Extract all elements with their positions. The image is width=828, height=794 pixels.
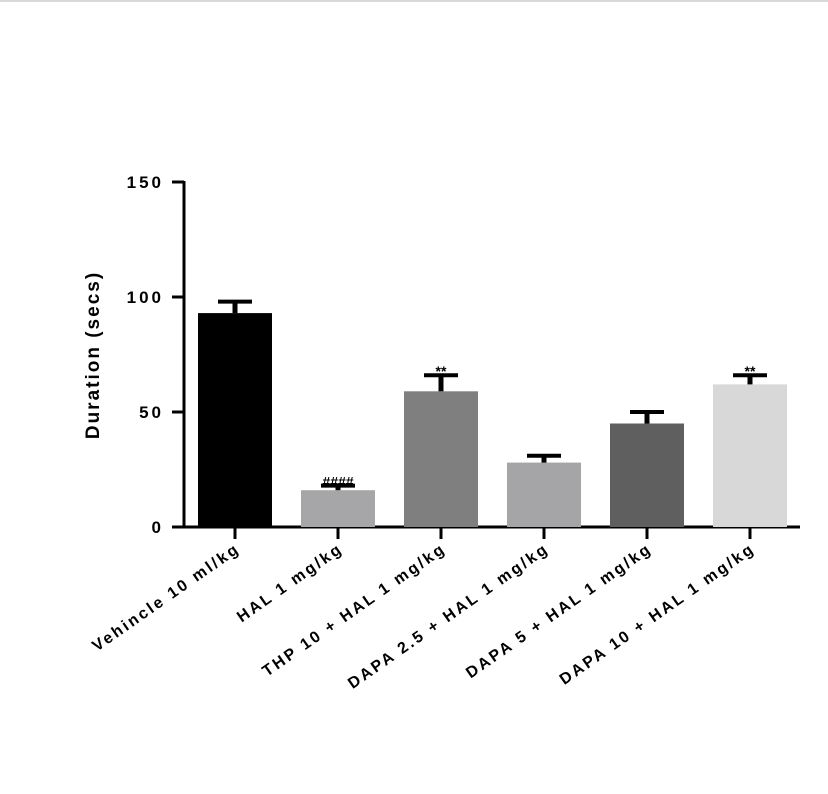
y-tick-label: 150 bbox=[127, 173, 164, 192]
x-tick-label: THP 10 + HAL 1 mg/kg bbox=[260, 540, 450, 680]
significance-label: ** bbox=[745, 363, 756, 379]
bar bbox=[507, 462, 581, 527]
significance-label: #### bbox=[322, 474, 353, 490]
y-axis-title: Duration (secs) bbox=[83, 271, 104, 439]
x-tick-label: HAL 1 mg/kg bbox=[234, 540, 346, 626]
bar bbox=[713, 384, 787, 527]
bar bbox=[610, 423, 684, 527]
bar bbox=[301, 490, 375, 527]
y-tick-label: 0 bbox=[152, 518, 164, 537]
x-tick-label: Vehincle 10 ml/kg bbox=[89, 540, 243, 655]
y-tick-label: 50 bbox=[139, 403, 164, 422]
top-rule bbox=[0, 0, 828, 2]
x-tick-label: DAPA 10 + HAL 1 mg/kg bbox=[557, 540, 758, 688]
bar bbox=[198, 313, 272, 527]
x-tick-label: DAPA 5 + HAL 1 mg/kg bbox=[463, 540, 655, 682]
x-tick-label: DAPA 2.5 + HAL 1 mg/kg bbox=[345, 540, 552, 692]
bar bbox=[404, 391, 478, 527]
y-tick-label: 100 bbox=[127, 288, 164, 307]
significance-label: ** bbox=[436, 363, 447, 379]
